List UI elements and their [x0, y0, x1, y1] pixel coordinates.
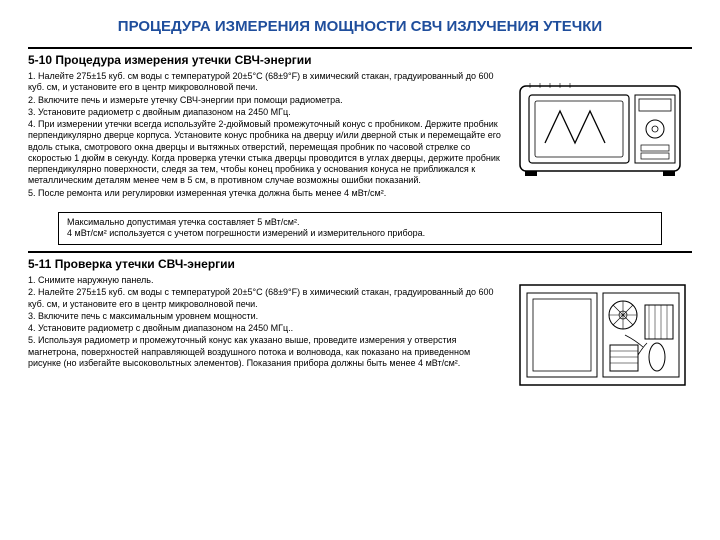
step: 5. Используя радиометр и промежуточный к…: [28, 335, 504, 369]
section-5-11: 5-11 Проверка утечки СВЧ-энергии 1. Сним…: [28, 251, 692, 401]
step: 4. При измерении утечки всегда используй…: [28, 119, 504, 187]
section-header-1: 5-10 Процедура измерения утечки СВЧ-энер…: [28, 53, 692, 67]
step: 2. Включите печь и измерьте утечку СВЧ-э…: [28, 95, 504, 106]
step: 3. Включите печь с максимальным уровнем …: [28, 311, 504, 322]
note-box: Максимально допустимая утечка составляет…: [58, 212, 662, 245]
step: 4. Установите радиометр с двойным диапаз…: [28, 323, 504, 334]
note-line: 4 мВт/см² используется с учетом погрешно…: [67, 228, 653, 240]
section-5-10: 5-10 Процедура измерения утечки СВЧ-энер…: [28, 47, 692, 206]
section1-text: 1. Налейте 275±15 куб. см воды с темпера…: [28, 71, 504, 200]
section-header-2: 5-11 Проверка утечки СВЧ-энергии: [28, 257, 692, 271]
step: 2. Налейте 275±15 куб. см воды с темпера…: [28, 287, 504, 310]
page-title: ПРОЦЕДУРА ИЗМЕРЕНИЯ МОЩНОСТИ СВЧ ИЗЛУЧЕН…: [28, 18, 692, 35]
step: 1. Налейте 275±15 куб. см воды с темпера…: [28, 71, 504, 94]
microwave-front-illustration: [512, 71, 692, 200]
section2-text: 1. Снимите наружную панель. 2. Налейте 2…: [28, 275, 504, 395]
microwave-internal-illustration: [512, 275, 692, 395]
step: 5. После ремонта или регулировки измерен…: [28, 188, 504, 199]
step: 1. Снимите наружную панель.: [28, 275, 504, 286]
note-line: Максимально допустимая утечка составляет…: [67, 217, 653, 229]
step: 3. Установите радиометр с двойным диапаз…: [28, 107, 504, 118]
